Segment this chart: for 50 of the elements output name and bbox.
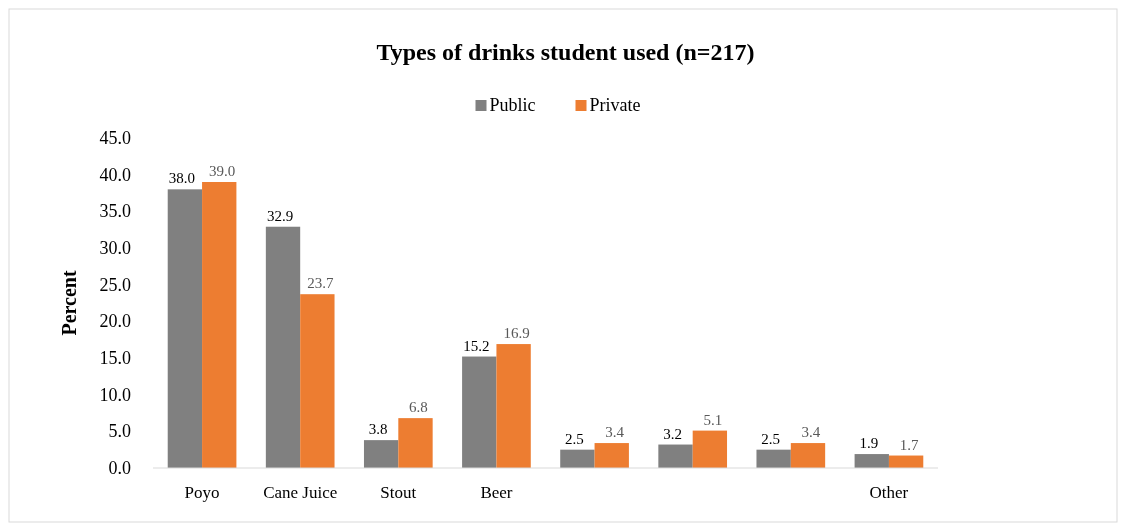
- x-tick-label: Stout: [380, 483, 417, 502]
- bar: [167, 189, 203, 468]
- bar: [594, 443, 629, 468]
- chart-title: Types of drinks student used (n=217): [376, 39, 755, 65]
- y-tick-label: 30.0: [99, 238, 131, 258]
- bar: [658, 444, 693, 468]
- y-tick-label: 5.0: [108, 421, 131, 442]
- bar: [756, 449, 791, 468]
- data-label: 1.7: [899, 436, 919, 453]
- x-tick-label: Other: [869, 483, 909, 502]
- bar: [790, 443, 826, 468]
- bar: [300, 294, 335, 468]
- x-tick-label: Beer: [480, 483, 513, 502]
- bar: [202, 182, 237, 468]
- legend-label: Private: [589, 95, 641, 115]
- data-label: 5.1: [703, 411, 723, 428]
- data-label: 3.2: [663, 425, 682, 442]
- data-label: 32.9: [266, 207, 294, 224]
- bar: [560, 449, 595, 468]
- bar: [265, 226, 301, 468]
- x-tick-label: Poyo: [184, 483, 220, 502]
- y-tick-label: 40.0: [99, 164, 131, 185]
- data-label: 3.8: [368, 421, 388, 438]
- bar: [692, 430, 728, 468]
- y-tick-label: 45.0: [99, 128, 131, 148]
- data-label: 15.2: [463, 337, 490, 354]
- y-tick-label: 0.0: [108, 458, 131, 478]
- data-label: 1.9: [859, 435, 879, 452]
- bar: [363, 440, 399, 468]
- data-label: 23.7: [307, 275, 334, 292]
- y-axis-title: Percent: [58, 270, 80, 336]
- y-tick-label: 15.0: [99, 348, 131, 368]
- data-label: 3.4: [801, 424, 821, 441]
- bar: [462, 356, 497, 468]
- legend-label: Public: [489, 95, 536, 115]
- data-label: 16.9: [503, 325, 530, 342]
- data-label: 38.0: [168, 170, 196, 187]
- bar: [496, 344, 531, 468]
- bar: [854, 454, 889, 468]
- y-tick-label: 25.0: [99, 274, 131, 295]
- data-label: 2.5: [565, 430, 584, 447]
- y-tick-label: 10.0: [99, 384, 131, 405]
- y-tick-label: 35.0: [99, 201, 131, 222]
- x-tick-label: Cane Juice: [263, 483, 338, 502]
- bar: [398, 418, 433, 468]
- data-label: 3.4: [605, 424, 625, 441]
- data-label: 6.8: [409, 399, 428, 416]
- y-tick-label: 20.0: [99, 311, 131, 332]
- data-label: 39.0: [209, 163, 236, 179]
- data-label: 2.5: [761, 430, 781, 447]
